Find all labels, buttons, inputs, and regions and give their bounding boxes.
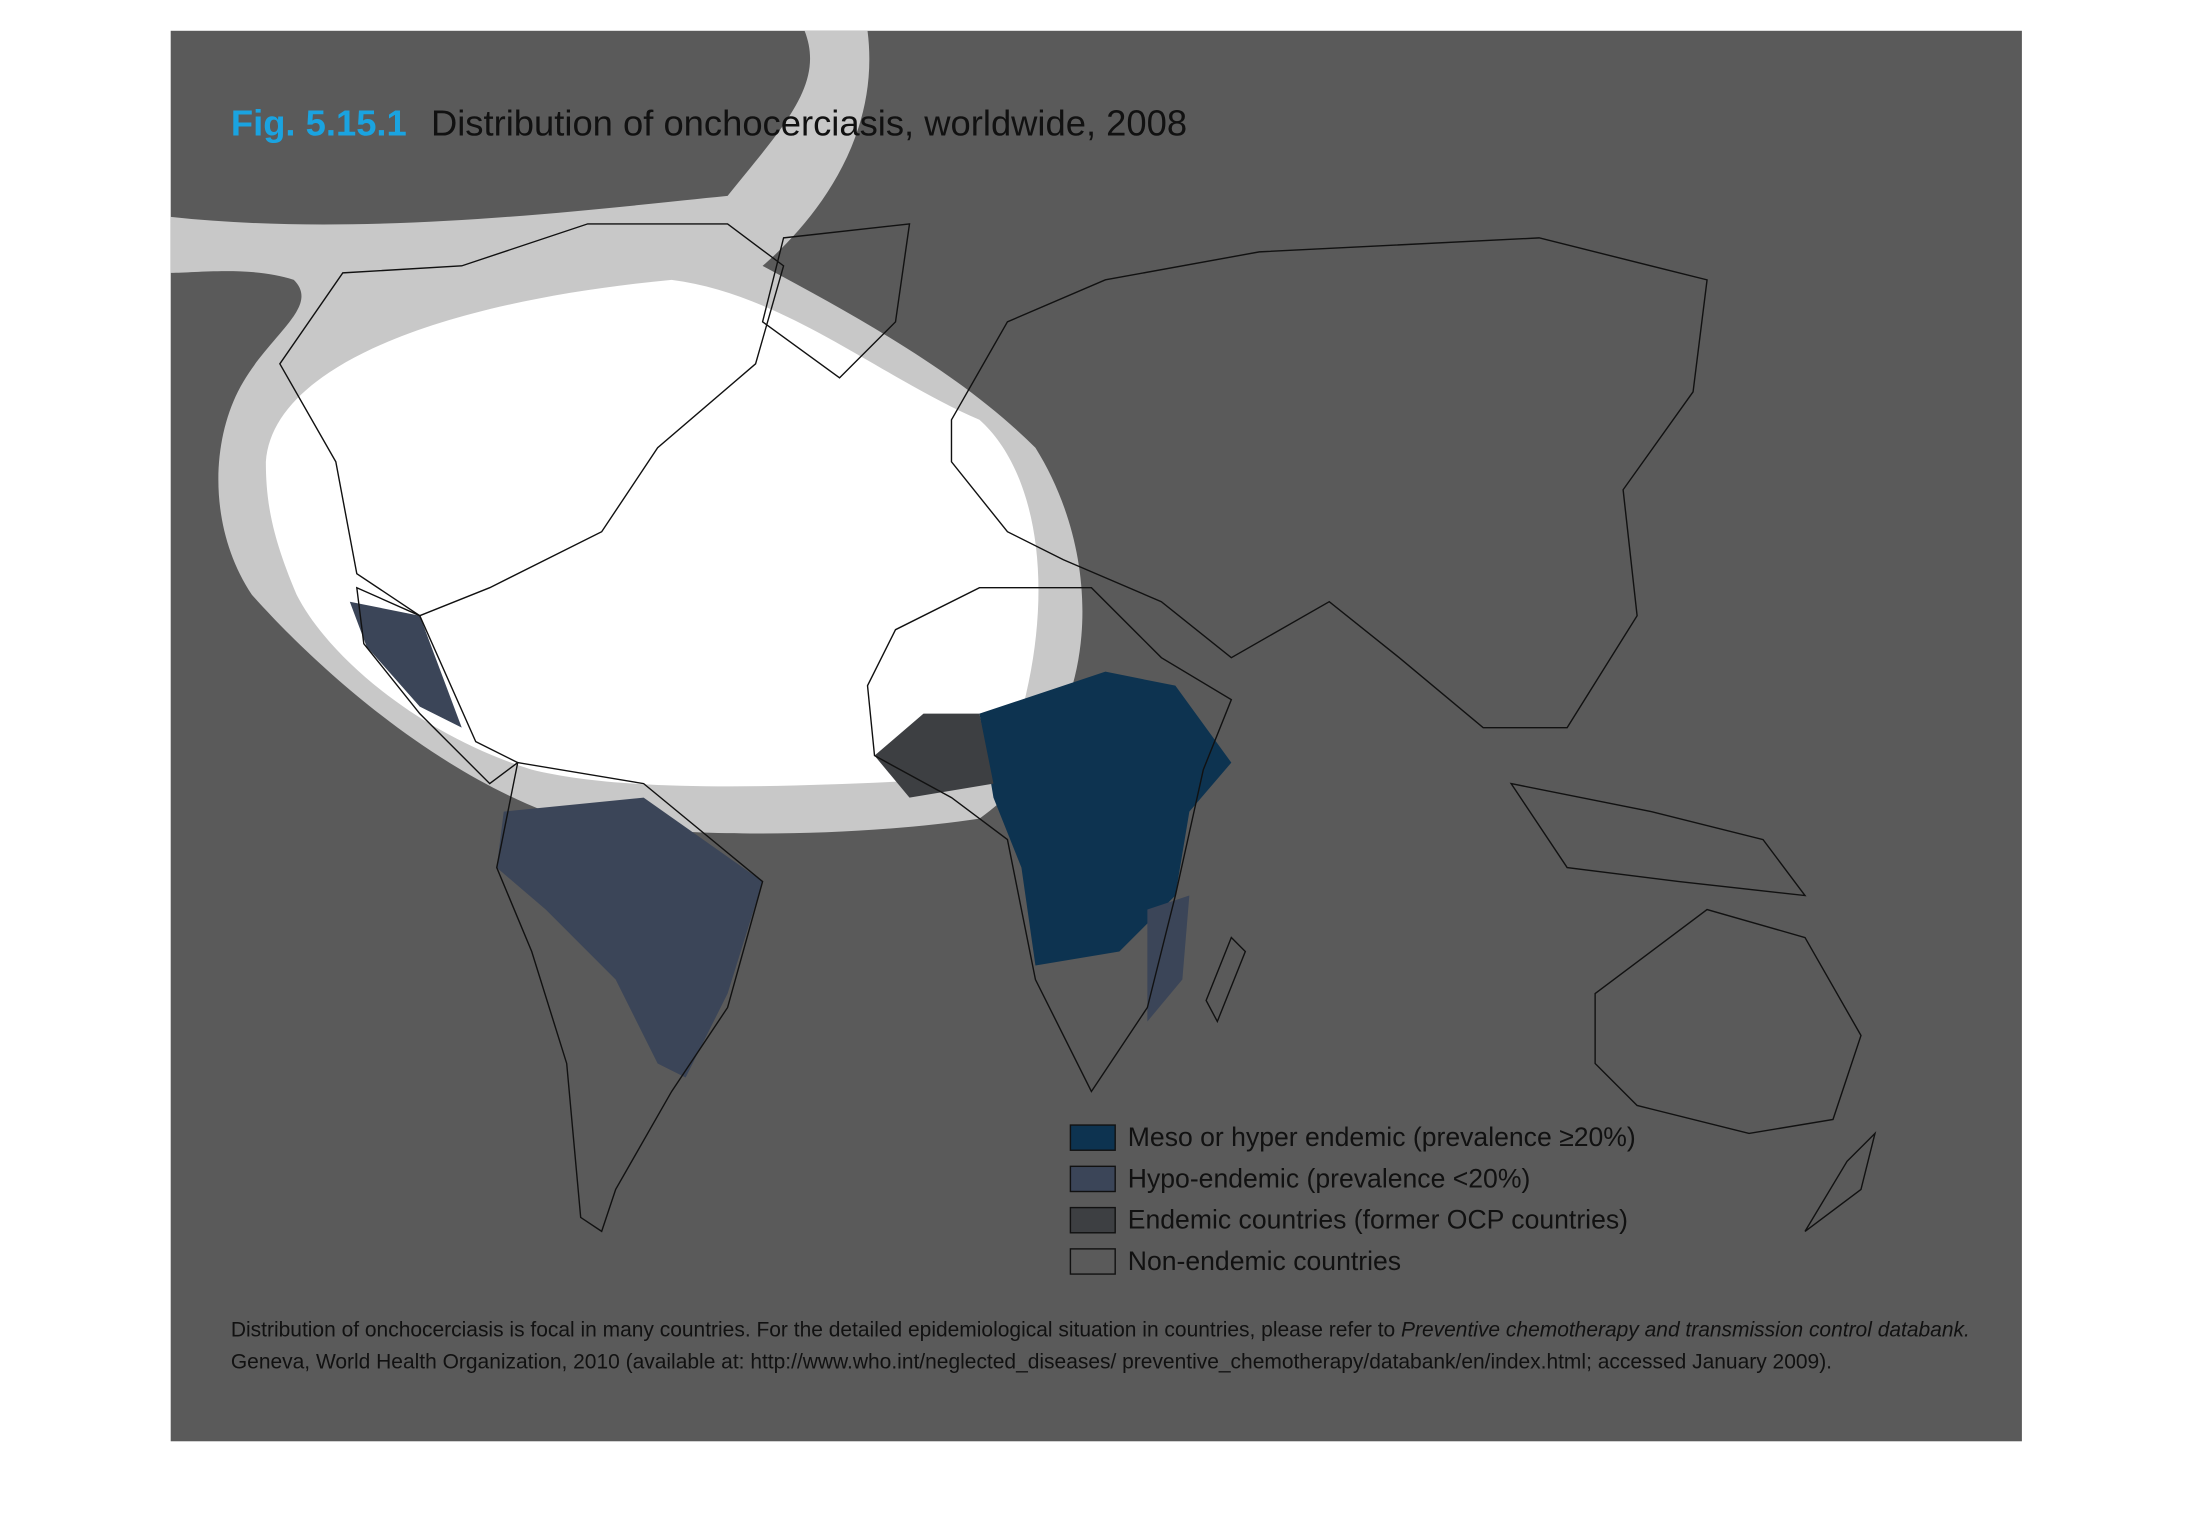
hypo-endemic-east-africa [1147,895,1190,1022]
footnote-italic: Preventive chemotherapy and transmission… [1401,1318,1970,1341]
footnote-line-2: Geneva, World Health Organization, 2010 … [231,1351,1832,1374]
legend-swatch [1069,1124,1116,1151]
hypo-endemic-south-america [496,797,763,1078]
risk-zone [265,279,1039,787]
legend: Meso or hyper endemic (prevalence ≥20%) H… [1069,1122,1636,1276]
legend-swatch [1069,1248,1116,1275]
legend-label: Hypo-endemic (prevalence <20%) [1128,1163,1531,1193]
footnote-line-1: Distribution of onchocerciasis is focal … [231,1318,1970,1341]
legend-label: Meso or hyper endemic (prevalence ≥20%) [1128,1122,1636,1152]
country-outlines [279,223,1877,1233]
ocp-countries [874,713,994,798]
figure-number: Fig. 5.15.1 [231,103,407,144]
footnote-text: Distribution of onchocerciasis is focal … [231,1318,1401,1341]
legend-label: Non-endemic countries [1128,1246,1401,1276]
legend-swatch [1069,1206,1116,1234]
figure-title: Distribution of onchocerciasis, worldwid… [431,103,1187,144]
legend-swatch [1069,1165,1116,1193]
hypo-endemic-mexico [349,601,462,728]
legend-label: Endemic countries (former OCP countries) [1128,1205,1628,1235]
meso-endemic-africa [979,671,1232,966]
